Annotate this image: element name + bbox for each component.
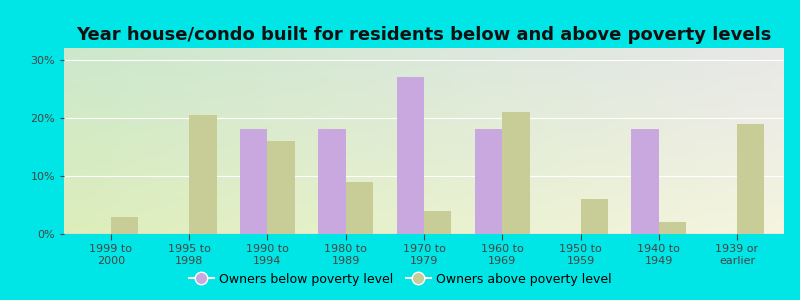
Legend: Owners below poverty level, Owners above poverty level: Owners below poverty level, Owners above… — [184, 268, 616, 291]
Bar — [318, 129, 346, 234]
Bar — [190, 115, 217, 234]
Bar — [502, 112, 530, 234]
Bar — [346, 182, 373, 234]
Title: Year house/condo built for residents below and above poverty levels: Year house/condo built for residents bel… — [76, 26, 772, 44]
Bar — [240, 129, 267, 234]
Bar — [475, 129, 502, 234]
Bar — [424, 211, 451, 234]
Bar — [737, 124, 765, 234]
Bar — [111, 217, 138, 234]
Bar — [658, 222, 686, 234]
Bar — [267, 141, 295, 234]
Bar — [581, 199, 608, 234]
Bar — [397, 77, 424, 234]
Bar — [631, 129, 658, 234]
